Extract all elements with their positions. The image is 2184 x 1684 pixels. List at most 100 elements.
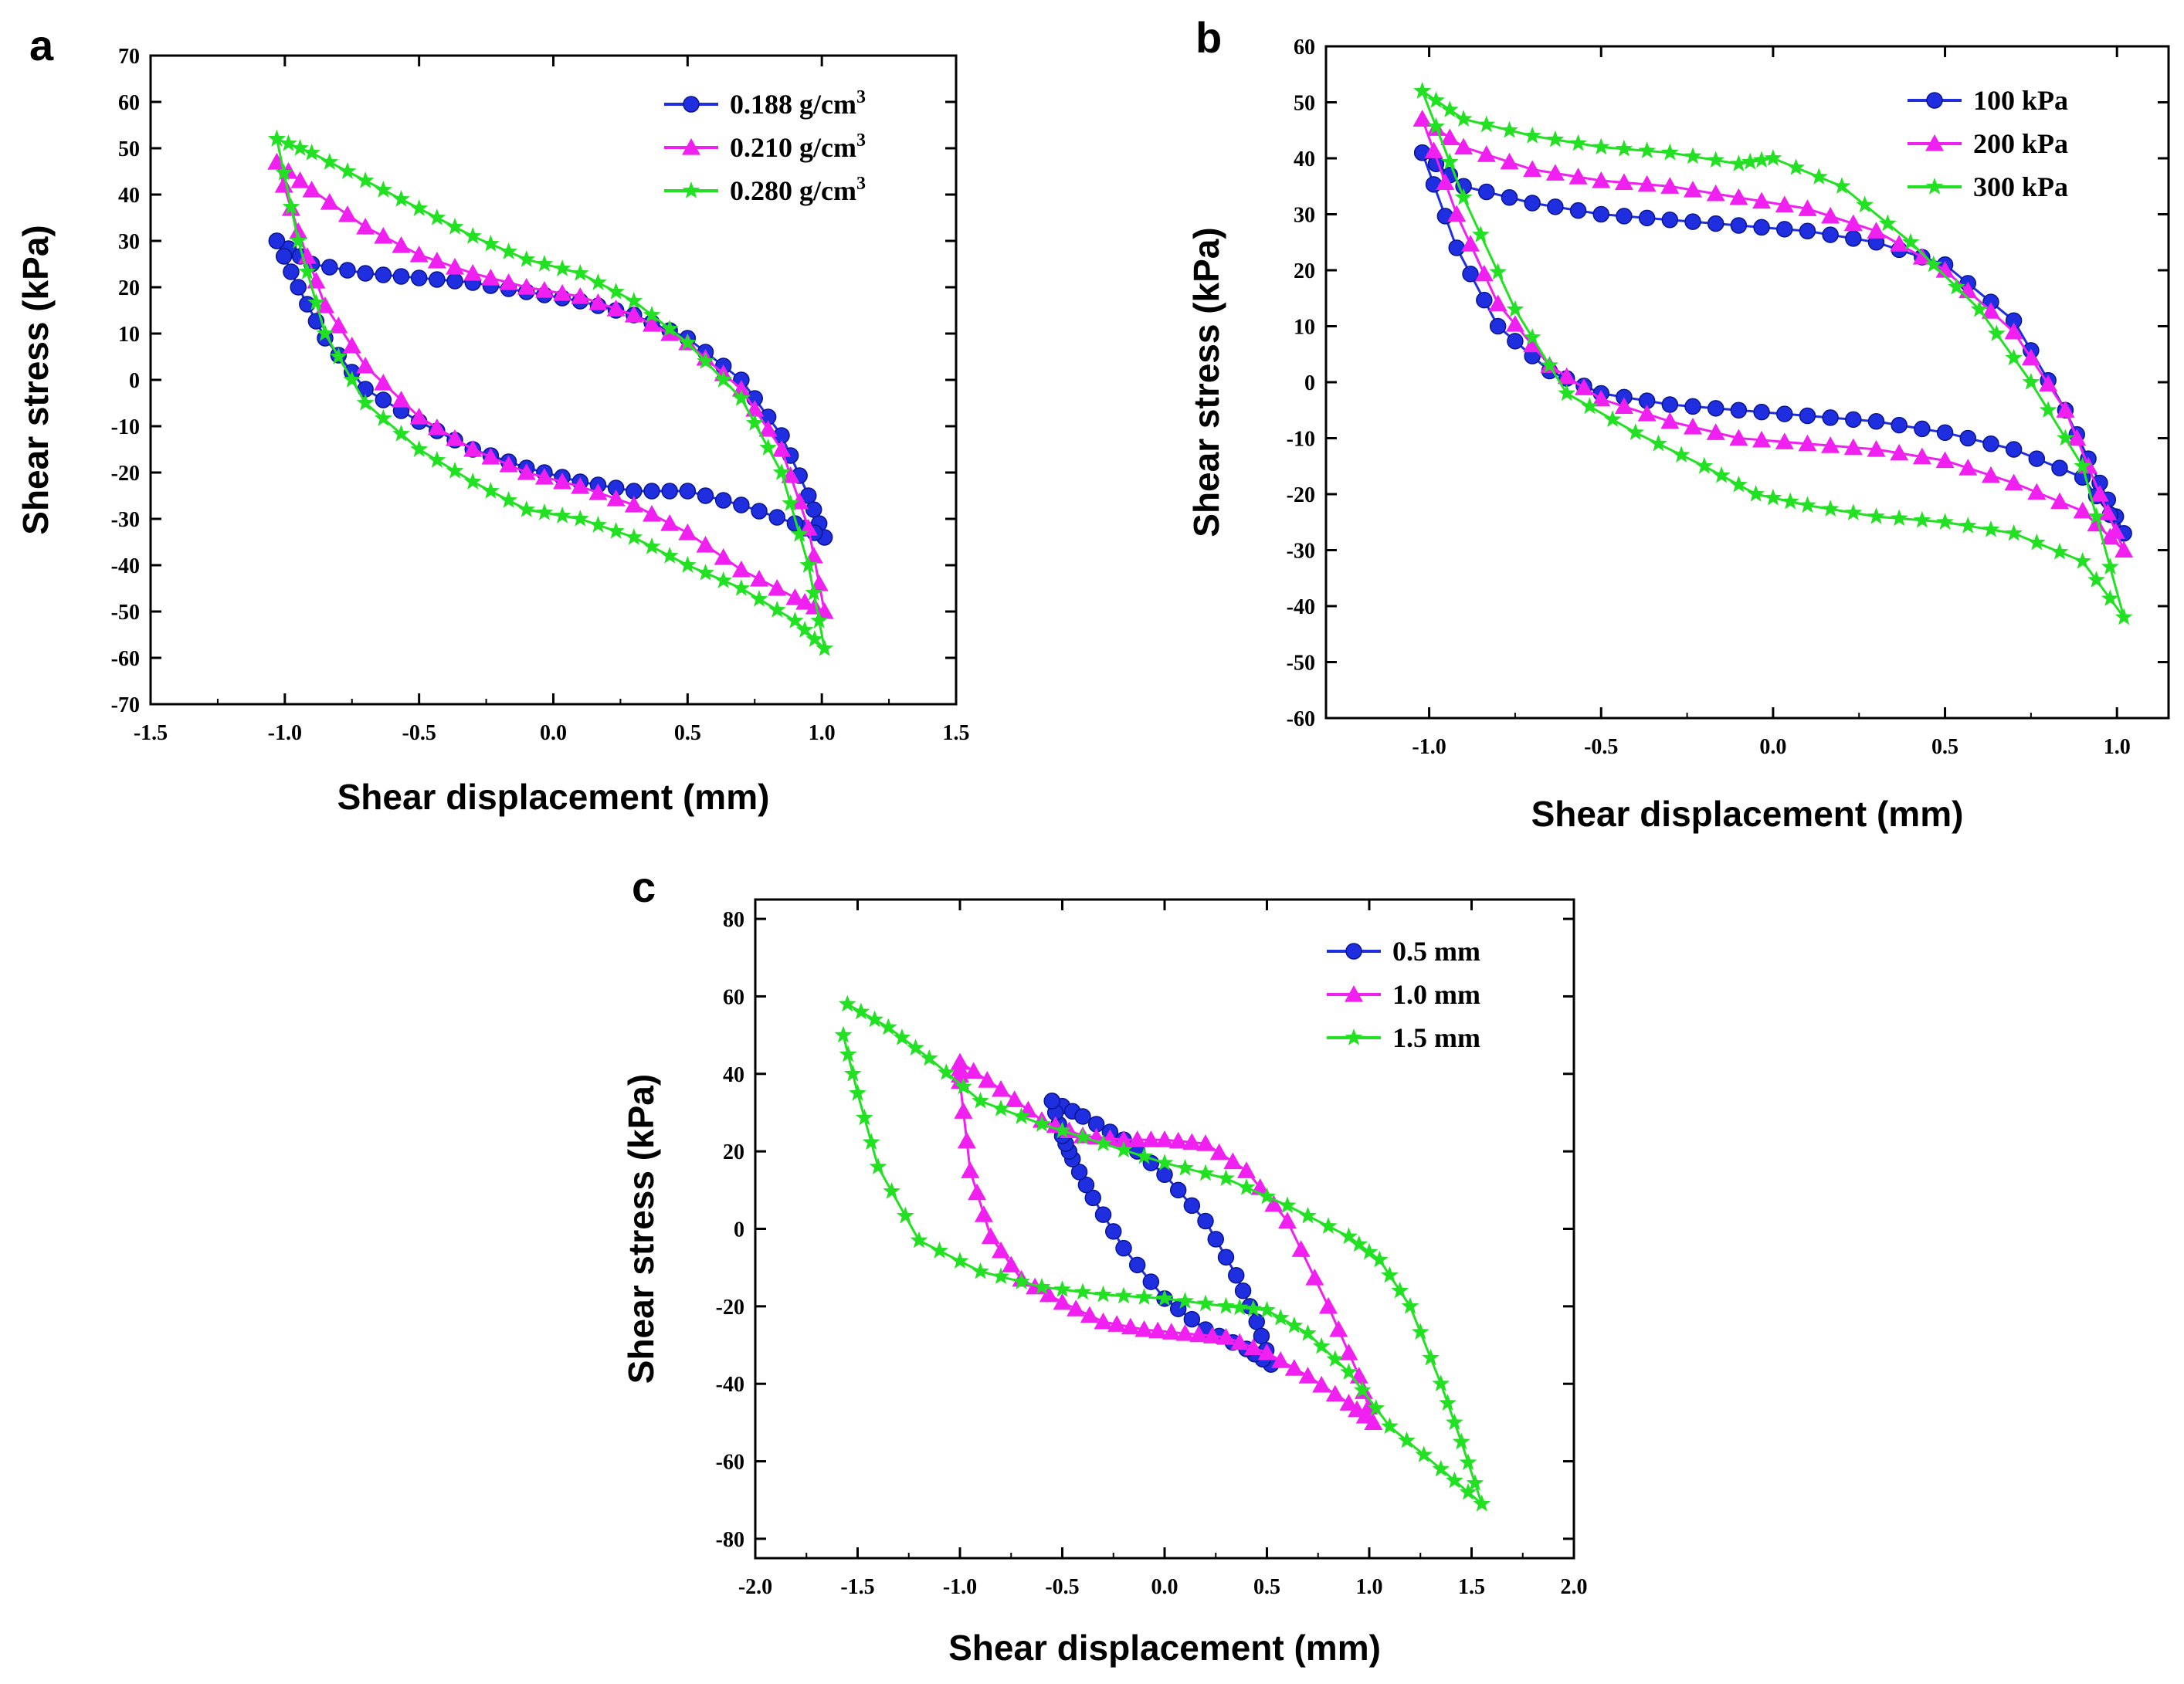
data-point (1271, 1351, 1290, 1368)
x-tick-label: -1.5 (134, 721, 168, 745)
data-point (275, 248, 293, 265)
data-point (2050, 492, 2069, 510)
y-axis-title: Shear stress (kPa) (621, 1074, 661, 1384)
data-point (517, 278, 536, 295)
data-point (1412, 110, 1432, 127)
data-point (883, 1182, 901, 1199)
data-point (1452, 1432, 1470, 1450)
data-point (1500, 152, 1519, 170)
data-point (274, 176, 293, 193)
panel-letter: c (632, 862, 656, 911)
data-point (1935, 261, 1955, 278)
x-tick-label: 0.0 (540, 721, 567, 745)
data-point (1523, 335, 1542, 353)
data-point (2022, 373, 2040, 390)
data-point (731, 561, 751, 578)
y-tick-label: 0 (129, 369, 140, 393)
data-point (1447, 205, 1467, 222)
data-point (275, 164, 293, 181)
data-point (910, 1231, 928, 1249)
y-tick-label: -10 (1287, 428, 1315, 452)
legend-label: 100 kPa (1973, 85, 2068, 116)
y-tick-label: 40 (1294, 147, 1315, 171)
legend-marker (1345, 985, 1363, 1002)
legend-label-superscript: 3 (856, 130, 866, 151)
data-point (855, 1108, 873, 1126)
data-point (1459, 1482, 1477, 1500)
data-point (1878, 214, 1897, 232)
data-point (1822, 409, 1839, 426)
data-point (733, 496, 750, 513)
data-point (1432, 1374, 1450, 1391)
data-point (799, 556, 818, 573)
data-point (643, 483, 660, 500)
y-tick-label: 40 (118, 184, 140, 208)
y-axis-title: Shear stress (kPa) (1186, 227, 1226, 537)
data-point (1128, 1130, 1147, 1147)
panel-letter: b (1195, 13, 1222, 62)
data-point (1546, 130, 1565, 147)
data-point (1278, 1211, 1297, 1229)
data-point (1501, 189, 1518, 206)
data-point (1730, 475, 1748, 493)
y-tick-label: -60 (1287, 707, 1315, 731)
data-point (1360, 1242, 1379, 1260)
data-point (2039, 401, 2057, 418)
data-point (374, 409, 392, 426)
data-point (1547, 198, 1564, 215)
data-point (839, 1045, 857, 1062)
data-point (1799, 222, 1816, 239)
data-point (571, 477, 590, 494)
data-point (1237, 1178, 1256, 1195)
data-point (1148, 1321, 1168, 1339)
data-point (303, 144, 320, 161)
data-point (1448, 239, 1465, 256)
data-point (356, 357, 375, 374)
data-point (463, 227, 482, 244)
data-point (1105, 1223, 1122, 1240)
data-point (571, 287, 590, 304)
data-point (500, 491, 517, 508)
data-point (678, 556, 697, 573)
data-point (1683, 181, 1702, 198)
data-point (1305, 1269, 1324, 1286)
data-point (1299, 1206, 1317, 1224)
data-point (428, 208, 446, 225)
data-point (1798, 434, 1817, 452)
data-point (463, 264, 483, 281)
y-tick-label: -20 (716, 1296, 744, 1320)
data-point (1114, 1286, 1133, 1304)
data-point (1660, 412, 1680, 429)
data-point (446, 258, 465, 275)
data-point (795, 593, 815, 610)
data-point (660, 547, 679, 564)
legend-marker (682, 181, 700, 198)
data-point (2090, 485, 2109, 502)
data-point (2050, 542, 2069, 560)
data-point (1196, 1294, 1215, 1312)
data-point (1799, 496, 1816, 513)
data-point (1912, 447, 1931, 465)
series-2 (1413, 82, 2133, 625)
data-point (1501, 120, 1518, 138)
data-point (1729, 429, 1748, 446)
data-point (678, 523, 697, 540)
data-point (1002, 1255, 1021, 1272)
data-point (374, 227, 393, 244)
legend-marker (683, 96, 700, 113)
data-point (2067, 429, 2087, 446)
data-point (1615, 139, 1633, 157)
data-point (427, 418, 446, 435)
data-point (1264, 1194, 1284, 1212)
data-point (992, 1100, 1010, 1116)
data-point (517, 463, 536, 480)
data-point (1039, 1285, 1058, 1303)
legend-label-superscript: 3 (856, 174, 866, 194)
legend-label: 0.210 g/cm3 (730, 130, 866, 163)
data-point (1141, 1130, 1161, 1147)
data-point (1764, 488, 1782, 506)
data-point (2028, 450, 2046, 467)
y-tick-label: -20 (1287, 483, 1315, 507)
y-tick-label: -10 (111, 415, 140, 439)
data-point (790, 493, 809, 510)
